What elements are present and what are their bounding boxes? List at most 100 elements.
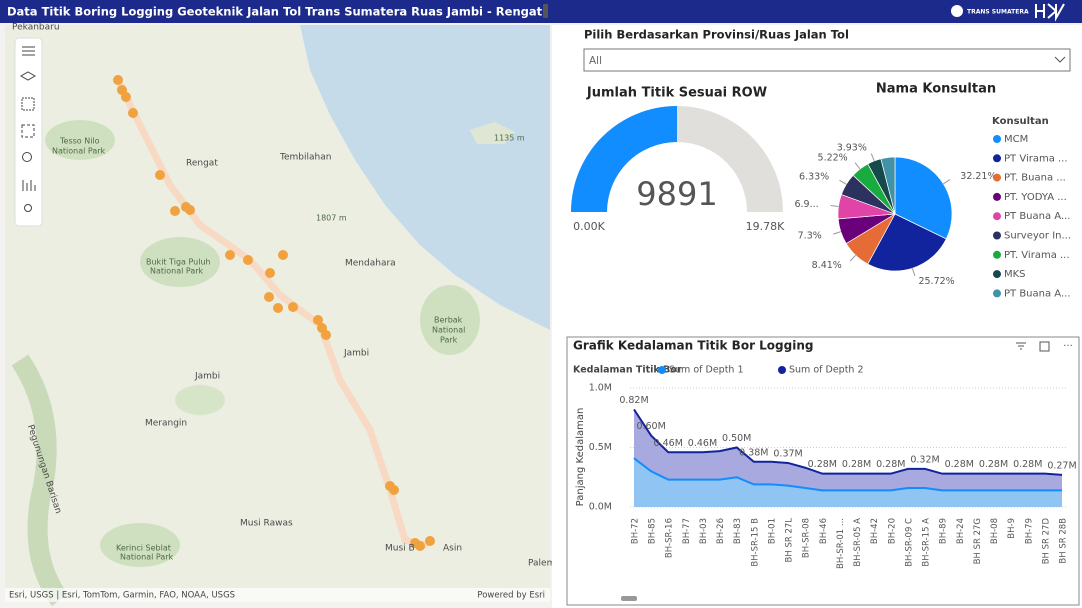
map-label: National Park <box>52 147 106 156</box>
x-tick-label: BH-85 <box>648 518 658 544</box>
x-tick-label: BH-83 <box>733 518 743 544</box>
map-label: Rengat <box>186 159 218 169</box>
area-line <box>633 408 1063 476</box>
map-label: 1807 m <box>316 214 347 223</box>
legend-label: MCM <box>1004 134 1028 145</box>
search-icon[interactable] <box>22 152 32 162</box>
data-label: 0.60M <box>636 421 665 432</box>
filter-icon[interactable] <box>1016 342 1026 350</box>
data-label: 0.32M <box>910 454 939 465</box>
focus-icon[interactable] <box>1039 341 1050 352</box>
map-label: Merangin <box>145 419 187 429</box>
menu-icon[interactable] <box>22 46 35 56</box>
data-label: 0.46M <box>688 438 717 449</box>
person-icon[interactable] <box>24 204 32 212</box>
legend-label: PT Virama ... <box>1004 153 1068 164</box>
legend-marker <box>993 154 1001 163</box>
x-tick-label: BH-24 <box>956 518 966 544</box>
boring-point <box>121 92 131 102</box>
filter-value: All <box>589 55 602 67</box>
boring-point <box>113 75 123 85</box>
boring-point <box>185 205 195 215</box>
pie-title: Nama Konsultan <box>876 82 996 97</box>
legend-label: PT Buana A... <box>1004 288 1071 299</box>
leader-line <box>833 231 841 235</box>
legend-marker <box>993 231 1001 240</box>
pie-label: 6.9... <box>794 199 818 210</box>
legend-marker <box>993 270 1001 279</box>
area-fill <box>634 458 1062 507</box>
filter-label: Pilih Berdasarkan Provinsi/Ruas Jalan To… <box>584 28 849 42</box>
boring-point <box>128 108 138 118</box>
pie-slice <box>894 156 953 240</box>
x-tick-label: BH-SR-01 ... <box>836 518 846 569</box>
x-tick-label: BH-SR-08 <box>802 518 812 558</box>
x-tick-label: BH SR 27G <box>973 518 983 564</box>
scrollbar[interactable] <box>621 596 637 601</box>
data-label: 0.27M <box>1047 460 1076 471</box>
legend-label: Surveyor In... <box>1004 231 1071 242</box>
park-area <box>100 523 180 567</box>
x-tick-label: BH-77 <box>682 518 692 544</box>
data-label: 0.28M <box>1013 459 1042 470</box>
more-icon[interactable]: ··· <box>1063 341 1073 352</box>
chart-icon[interactable] <box>22 180 36 191</box>
chevron[interactable] <box>1054 56 1066 63</box>
y-tick-label: 1.0M <box>589 383 612 394</box>
hk-logo <box>1035 3 1065 22</box>
x-tick-label: BH SR 27L <box>785 518 795 563</box>
header-bar <box>0 0 1082 23</box>
x-tick-label: BH-SR-15 B <box>750 518 760 567</box>
legend-marker <box>993 173 1001 182</box>
data-label: 0.38M <box>739 447 768 458</box>
legend-marker <box>993 250 1001 259</box>
boring-point <box>170 206 180 216</box>
pie-slice <box>880 156 896 215</box>
gauge-max: 19.78K <box>746 220 785 233</box>
park-area <box>45 120 115 160</box>
gauge: 9891 0.00K 19.78K <box>571 106 785 233</box>
x-tick-label: BH SR 28B <box>1059 518 1069 564</box>
area-chart: 0.0M 0.5M 1.0M Sum of Depth 1 Sum of Depth 2… <box>589 365 1077 569</box>
legend-label: PT Buana A... <box>1004 211 1071 222</box>
area-title: Grafik Kedalaman Titik Bor Logging <box>573 339 813 353</box>
x-tick-label: BH-79 <box>1024 518 1034 544</box>
boring-point <box>313 315 323 325</box>
legend-marker <box>993 289 1001 298</box>
select-icon[interactable] <box>21 124 35 138</box>
boring-point <box>243 255 253 265</box>
leader-line <box>839 179 847 185</box>
data-label: 0.28M <box>876 459 905 470</box>
map-label: Mendahara <box>345 259 396 269</box>
handle <box>543 4 548 18</box>
layers-icon[interactable] <box>19 71 37 81</box>
map-label: Tembilahan <box>279 153 331 163</box>
pie-label: 8.41% <box>812 260 842 271</box>
filter-dropdown[interactable] <box>583 48 1071 72</box>
leader-line <box>830 204 839 208</box>
map-sea <box>300 25 550 330</box>
boring-points <box>113 75 435 551</box>
map-label: Palem <box>528 559 555 569</box>
gauge-title: Jumlah Titik Sesuai ROW <box>586 86 767 101</box>
data-label: 0.28M <box>808 459 837 470</box>
x-tick-label: BH-72 <box>631 518 641 544</box>
pie-label: 3.93% <box>837 142 867 153</box>
data-label: 0.50M <box>722 433 751 444</box>
data-label: 0.28M <box>979 459 1008 470</box>
legend-marker <box>993 192 1001 201</box>
map-label: Kerinci Seblat <box>116 544 171 553</box>
map-label: National <box>432 326 465 335</box>
leader-line <box>943 179 951 185</box>
legend-label: PT. Buana ... <box>1004 173 1066 184</box>
leader-line <box>911 268 916 277</box>
brand-logo <box>951 5 963 17</box>
map-label: Bukit Tiga Puluh <box>146 258 211 267</box>
island <box>470 122 515 144</box>
boring-point <box>273 303 283 313</box>
qr-icon[interactable] <box>21 97 35 111</box>
legend-marker <box>778 366 786 374</box>
leader-line <box>849 254 856 262</box>
